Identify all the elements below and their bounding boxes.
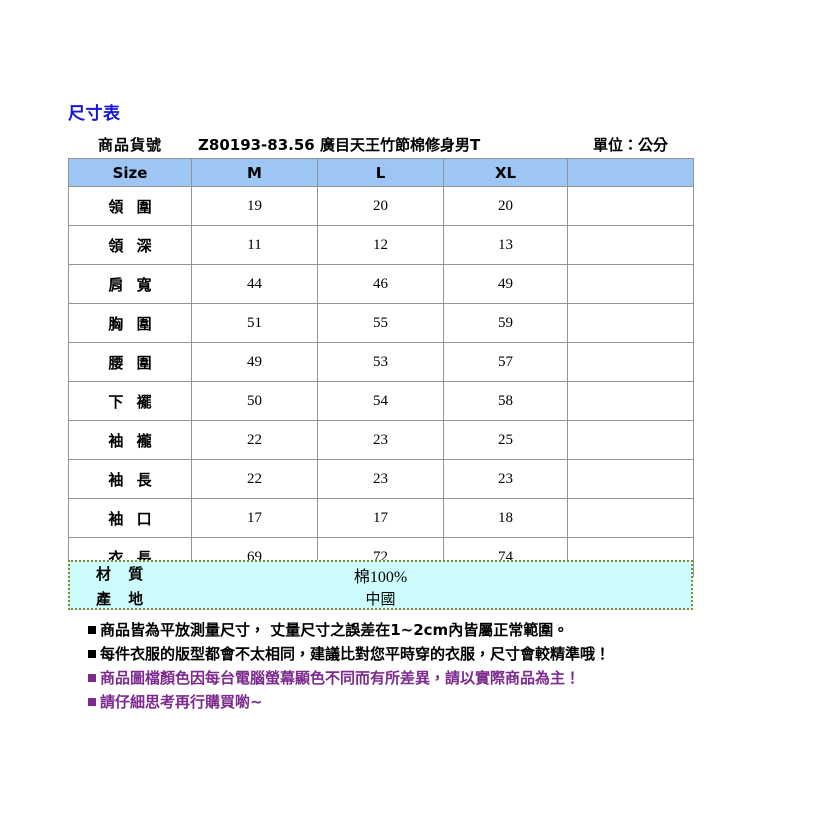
measure-value-xl: 20 [443, 186, 568, 226]
measure-label: 領 圍 [68, 186, 192, 226]
note-item: 商品皆為平放測量尺寸， 丈量尺寸之誤差在1~2cm內皆屬正常範圍。 [88, 618, 798, 642]
origin-line: 產 地 中國 [70, 587, 691, 608]
measure-value-blank [567, 264, 694, 304]
table-row: 袖 口 17 17 18 [68, 498, 694, 538]
measure-value-l: 54 [317, 381, 444, 421]
table-header-row: Size M L XL [68, 158, 694, 187]
measure-value-m: 51 [191, 303, 318, 343]
size-table: Size M L XL 領 圍 19 20 20 領 深 11 12 13 [68, 158, 694, 577]
measure-value-blank [567, 303, 694, 343]
measure-label: 下 襬 [68, 381, 192, 421]
measure-value-xl: 59 [443, 303, 568, 343]
table-row: 下 襬 50 54 58 [68, 381, 694, 421]
table-row: 胸 圍 51 55 59 [68, 303, 694, 343]
measure-value-m: 11 [191, 225, 318, 265]
square-bullet-icon [88, 674, 96, 682]
measure-value-m: 22 [191, 459, 318, 499]
measure-value-l: 46 [317, 264, 444, 304]
measure-label: 肩 寬 [68, 264, 192, 304]
table-row: 領 深 11 12 13 [68, 225, 694, 265]
note-text: 每件衣服的版型都會不太相同，建議比對您平時穿的衣服，尺寸會較精準哦！ [100, 645, 611, 663]
size-table-body: 領 圍 19 20 20 領 深 11 12 13 肩 寬 44 46 49 [68, 186, 694, 577]
product-code-label: 商品貨號 [97, 135, 162, 154]
table-row: 腰 圍 49 53 57 [68, 342, 694, 382]
size-table-head: Size M L XL [68, 158, 694, 187]
measure-value-xl: 49 [443, 264, 568, 304]
material-origin-box: 材 質 棉100% 產 地 中國 [68, 560, 693, 610]
measure-value-l: 55 [317, 303, 444, 343]
measure-value-xl: 57 [443, 342, 568, 382]
square-bullet-icon [88, 698, 96, 706]
measure-value-l: 23 [317, 420, 444, 460]
measure-value-blank [567, 342, 694, 382]
measure-value-l: 17 [317, 498, 444, 538]
measure-value-m: 22 [191, 420, 318, 460]
column-header-xl: XL [443, 158, 568, 187]
origin-value: 中國 [365, 590, 396, 608]
measure-value-m: 17 [191, 498, 318, 538]
measure-value-l: 12 [317, 225, 444, 265]
column-header-blank [567, 158, 694, 187]
measure-value-xl: 13 [443, 225, 568, 265]
measure-label: 腰 圍 [68, 342, 192, 382]
measure-value-xl: 25 [443, 420, 568, 460]
table-row: 袖 長 22 23 23 [68, 459, 694, 499]
measure-value-blank [567, 459, 694, 499]
note-text: 請仔細思考再行購買喲~ [100, 693, 263, 711]
measure-value-xl: 18 [443, 498, 568, 538]
product-meta-row: 商品貨號 Z80193-83.56 廣目天王竹節棉修身男T 單位：公分 [68, 131, 693, 157]
table-row: 袖 襱 22 23 25 [68, 420, 694, 460]
measure-value-m: 49 [191, 342, 318, 382]
origin-label: 產 地 [96, 590, 150, 608]
measure-value-blank [567, 225, 694, 265]
measure-value-l: 20 [317, 186, 444, 226]
note-item: 請仔細思考再行購買喲~ [88, 690, 798, 714]
material-value: 棉100% [353, 569, 408, 586]
square-bullet-icon [88, 626, 96, 634]
note-text: 商品皆為平放測量尺寸， 丈量尺寸之誤差在1~2cm內皆屬正常範圍。 [100, 621, 569, 639]
measure-label: 袖 長 [68, 459, 192, 499]
table-row: 肩 寬 44 46 49 [68, 264, 694, 304]
measure-value-m: 44 [191, 264, 318, 304]
measure-value-blank [567, 498, 694, 538]
unit-label: 單位：公分 [593, 135, 669, 154]
measure-value-blank [567, 186, 694, 226]
measure-label: 胸 圍 [68, 303, 192, 343]
material-label: 材 質 [96, 565, 150, 583]
measure-value-l: 53 [317, 342, 444, 382]
measure-value-blank [567, 381, 694, 421]
notes-list: 商品皆為平放測量尺寸， 丈量尺寸之誤差在1~2cm內皆屬正常範圍。 每件衣服的版… [88, 618, 798, 714]
column-header-l: L [317, 158, 444, 187]
measure-value-m: 19 [191, 186, 318, 226]
column-header-m: M [191, 158, 318, 187]
measure-value-l: 23 [317, 459, 444, 499]
material-line: 材 質 棉100% [70, 562, 691, 587]
note-item: 商品圖檔顏色因每台電腦螢幕顯色不同而有所差異，請以實際商品為主！ [88, 666, 798, 690]
measure-value-xl: 58 [443, 381, 568, 421]
column-header-size: Size [68, 158, 192, 187]
measure-value-xl: 23 [443, 459, 568, 499]
measure-value-blank [567, 420, 694, 460]
measure-label: 袖 口 [68, 498, 192, 538]
note-text: 商品圖檔顏色因每台電腦螢幕顯色不同而有所差異，請以實際商品為主！ [100, 669, 581, 687]
square-bullet-icon [88, 650, 96, 658]
table-row: 領 圍 19 20 20 [68, 186, 694, 226]
product-code-value: Z80193-83.56 廣目天王竹節棉修身男T [198, 135, 481, 154]
measure-value-m: 50 [191, 381, 318, 421]
note-item: 每件衣服的版型都會不太相同，建議比對您平時穿的衣服，尺寸會較精準哦！ [88, 642, 798, 666]
page-title: 尺寸表 [68, 104, 121, 124]
measure-label: 袖 襱 [68, 420, 192, 460]
measure-label: 領 深 [68, 225, 192, 265]
